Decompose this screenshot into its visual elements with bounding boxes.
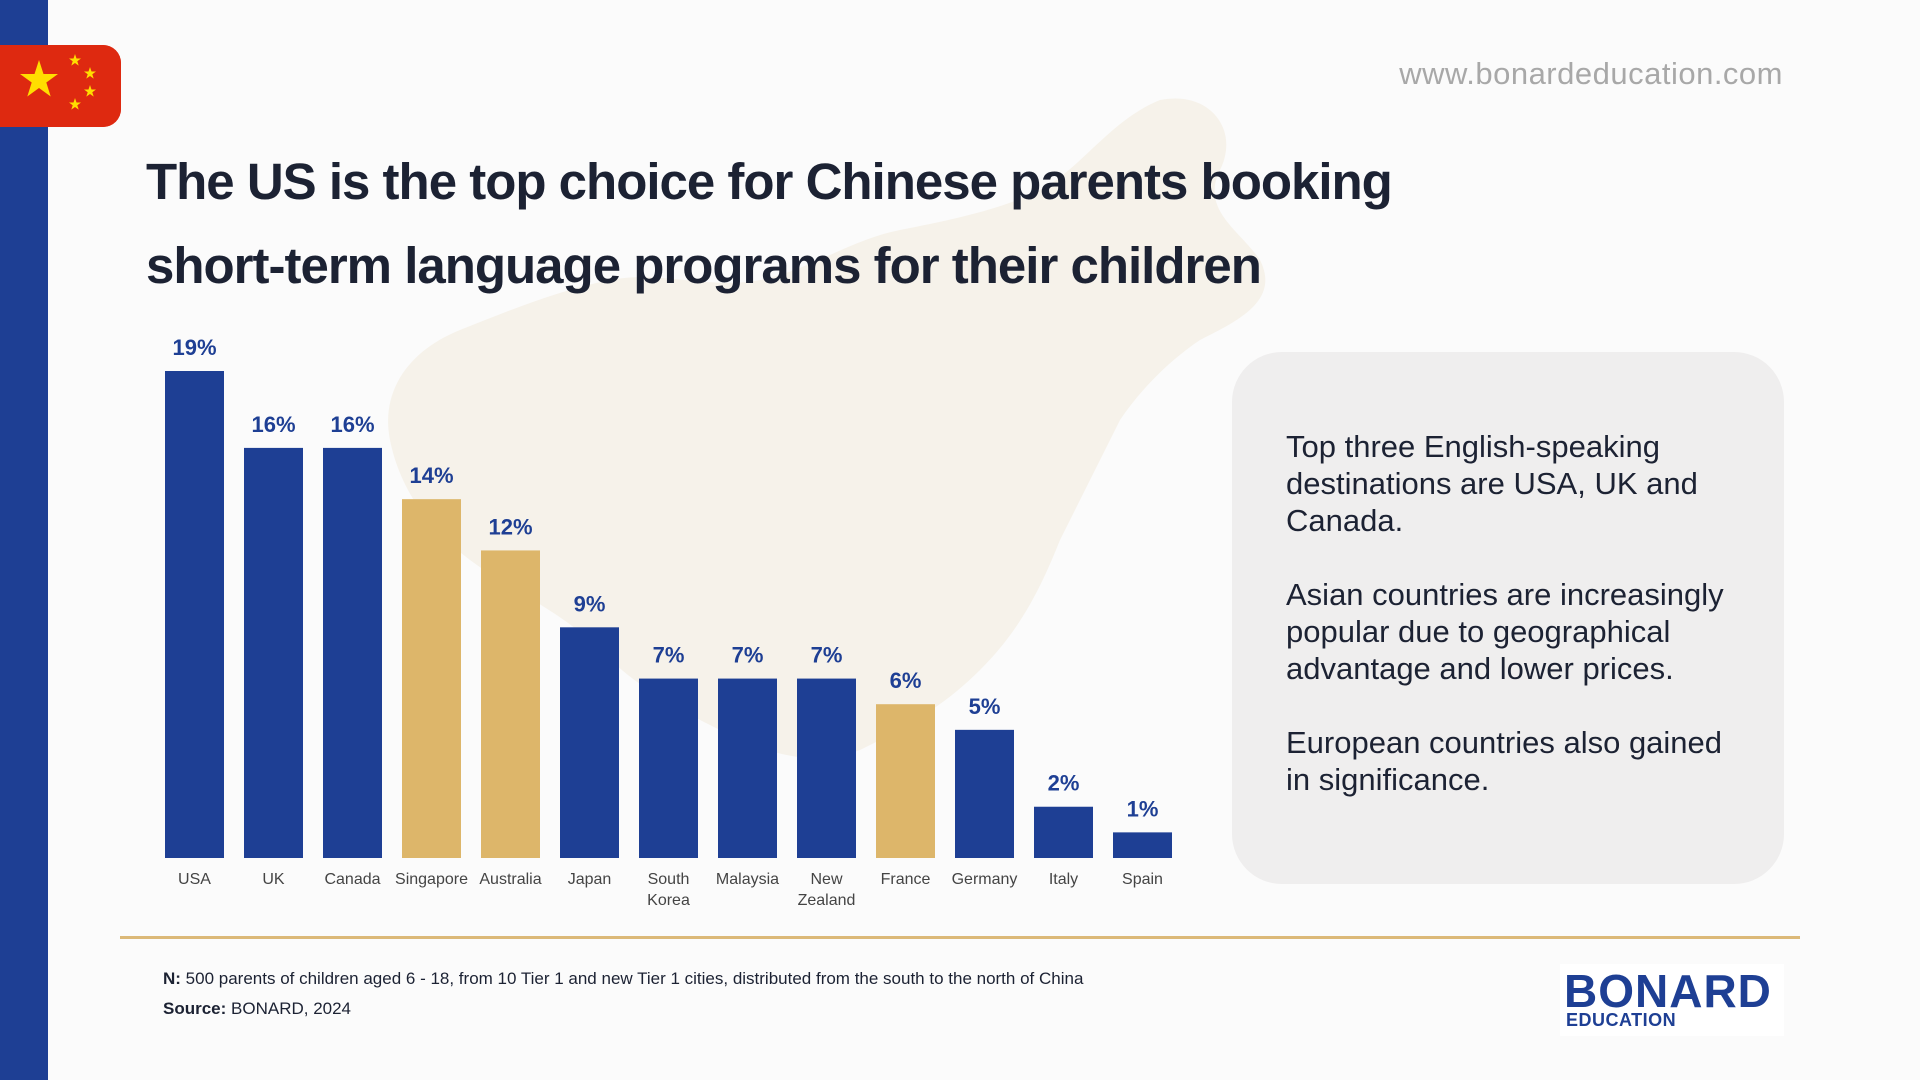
category-label-france: France [881,871,931,888]
category-label-australia: Australia [479,871,541,888]
bar-spain [1113,832,1172,858]
website-url[interactable]: www.bonardeducation.com [1399,56,1783,91]
value-label-canada: 16% [330,412,374,437]
logo-wordmark: BONARD [1564,965,1772,1017]
logo-subtitle: EDUCATION [1566,1010,1677,1030]
category-label-usa: USA [178,871,211,888]
value-label-south-korea: 7% [653,643,685,668]
bar-chart: 19% USA 16% UK 16% Canada 14% Singapore 12% Austr… [140,320,1180,920]
value-label-singapore: 14% [409,463,453,488]
category-label-south-korea: South Korea [647,871,690,909]
category-label-new-zealand: New Zealand [798,871,856,909]
value-label-uk: 16% [251,412,295,437]
insight-2: Asian countries are increasingly popular… [1286,577,1724,686]
sample-note: N: 500 parents of children aged 6 - 18, … [163,969,1083,989]
source-note: Source: BONARD, 2024 [163,999,351,1019]
value-label-germany: 5% [969,694,1001,719]
bar-uk [244,447,303,858]
bar-usa [165,371,224,858]
page-title: The US is the top choice for Chinese par… [146,140,1486,308]
china-flag-icon [0,45,121,127]
bar-canada [323,447,382,858]
bar-japan [560,627,619,858]
left-brand-strip [0,0,48,1080]
bonard-logo: BONARD EDUCATION [1560,964,1784,1036]
category-label-spain: Spain [1122,871,1163,888]
category-label-singapore: Singapore [395,871,468,888]
value-label-australia: 12% [488,514,532,539]
bar-germany [955,729,1014,858]
value-label-france: 6% [890,668,922,693]
value-label-new-zealand: 7% [811,643,843,668]
value-label-usa: 19% [172,335,216,360]
bar-france [876,704,935,858]
source-text: BONARD, 2024 [226,999,352,1018]
value-label-malaysia: 7% [732,643,764,668]
category-label-uk: UK [262,871,285,888]
category-label-japan: Japan [568,871,612,888]
insights-box: Top three English-speaking destinations … [1232,352,1784,884]
title-line-2: short-term language programs for their c… [146,237,1262,294]
value-label-spain: 1% [1127,796,1159,821]
bar-malaysia [718,678,777,858]
china-map-watermark [388,98,1266,759]
bar-singapore [402,499,461,858]
sample-note-text: 500 parents of children aged 6 - 18, fro… [180,969,1084,988]
insight-3: European countries also gained in signif… [1286,725,1723,797]
bar-australia [481,550,540,858]
category-label-italy: Italy [1049,871,1078,888]
sample-note-label: N: [163,969,181,988]
title-line-1: The US is the top choice for Chinese par… [146,153,1393,210]
source-label: Source: [163,999,227,1018]
category-label-malaysia: Malaysia [716,871,779,888]
bar-italy [1034,806,1093,858]
category-label-canada: Canada [324,871,380,888]
value-label-japan: 9% [574,591,606,616]
bar-south-korea [639,678,698,858]
value-label-italy: 2% [1048,771,1080,796]
category-label-germany: Germany [952,871,1018,888]
bar-new-zealand [797,678,856,858]
footer-divider [120,936,1800,939]
bar-chart-svg: 19% USA 16% UK 16% Canada 14% Singapore 12% Austr… [165,335,1172,909]
insight-1: Top three English-speaking destinations … [1286,429,1698,538]
